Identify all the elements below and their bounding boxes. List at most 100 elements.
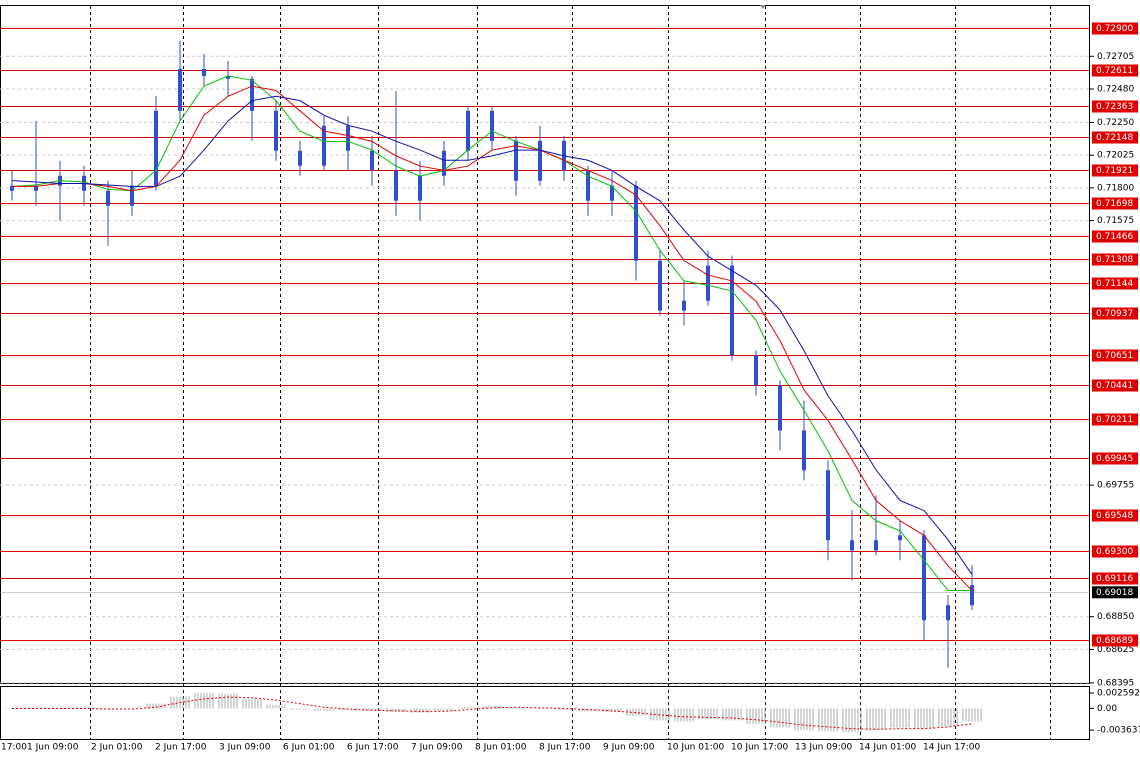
level-label: 0.68689 (1096, 636, 1133, 646)
shift-marker (760, 5, 766, 9)
level-label: 0.69300 (1096, 547, 1133, 557)
indicator-panel-frame (0, 686, 1090, 740)
candle-body (778, 385, 782, 431)
candle-body (850, 540, 854, 551)
x-tick-label: 2 Jun 17:00 (155, 743, 207, 753)
level-label: 0.70441 (1096, 381, 1133, 391)
x-tick-label: 9 Jun 09:00 (603, 743, 655, 753)
y-tick-label: 0.72705 (1097, 52, 1134, 62)
y-tick-label: 0.68625 (1097, 645, 1134, 655)
candle-body (34, 185, 38, 191)
y-tick-label: 0.00 (1097, 704, 1117, 714)
candle-body (802, 430, 806, 471)
level-label: 0.70651 (1096, 351, 1133, 361)
level-label: 0.72611 (1096, 66, 1133, 76)
candle-body (154, 110, 158, 186)
candle-body (922, 535, 926, 621)
x-tick-label: 14 Jun 17:00 (923, 743, 980, 753)
candle-body (586, 170, 590, 201)
x-tick-label: 13 Jun 09:00 (795, 743, 852, 753)
level-tag (1092, 164, 1138, 177)
moving-average (11, 75, 972, 592)
candle-body (250, 78, 254, 111)
candle-body (514, 140, 518, 181)
candle-body (706, 265, 710, 301)
level-label: 0.70937 (1096, 309, 1133, 319)
x-tick-label: 1 Jun 09:00 (27, 743, 79, 753)
candle-body (538, 140, 542, 181)
level-label: 0.71308 (1096, 255, 1133, 265)
level-label: 0.69945 (1096, 454, 1133, 464)
candle-body (442, 150, 446, 176)
candle-body (826, 470, 830, 541)
level-tag (1092, 131, 1138, 144)
candle-body (874, 540, 878, 551)
candle-body (634, 185, 638, 261)
y-tick-label: 0.72480 (1097, 85, 1134, 95)
candle-body (130, 185, 134, 206)
y-tick-label: 0.71800 (1097, 183, 1134, 193)
level-tag (1092, 100, 1138, 113)
level-tag (1092, 64, 1138, 77)
level-tag (1092, 452, 1138, 465)
level-label: 0.71144 (1096, 279, 1133, 289)
candle-body (370, 150, 374, 171)
y-tick-label: 0.68395 (1097, 678, 1134, 688)
candle-body (898, 535, 902, 541)
level-tag (1092, 277, 1138, 290)
last-price-label: 0.69018 (1096, 588, 1133, 598)
candle-body (178, 68, 182, 111)
x-tick-label: 10 Jun 01:00 (667, 743, 724, 753)
y-tick-label: 0.69755 (1097, 481, 1134, 491)
level-label: 0.69548 (1096, 511, 1133, 521)
y-tick-label: 0.72250 (1097, 118, 1134, 128)
signal-line (12, 696, 973, 730)
main-panel-frame (0, 5, 1090, 684)
level-label: 0.71698 (1096, 199, 1133, 209)
level-label: 0.71466 (1096, 232, 1133, 242)
x-tick-label: 10 Jun 17:00 (731, 743, 788, 753)
candle-body (610, 185, 614, 201)
x-tick-label: 8 Jun 01:00 (475, 743, 527, 753)
level-tag (1092, 307, 1138, 320)
level-tag (1092, 413, 1138, 426)
level-tag (1092, 379, 1138, 392)
level-label: 0.72363 (1096, 102, 1133, 112)
level-tag (1092, 509, 1138, 522)
candle-body (322, 125, 326, 166)
moving-average (12, 85, 973, 591)
candle-body (730, 265, 734, 356)
candle-body (946, 605, 950, 621)
candle-body (226, 75, 230, 79)
y-tick-label: 0.72025 (1097, 151, 1134, 161)
level-tag (1092, 545, 1138, 558)
x-tick-label: 7 Jun 09:00 (411, 743, 463, 753)
candle-body (490, 110, 494, 141)
level-tag (1092, 22, 1138, 35)
last-price-tag (1092, 586, 1138, 599)
level-label: 0.71921 (1096, 166, 1133, 176)
y-tick-label: 0.002592 (1097, 689, 1140, 699)
candle-body (658, 260, 662, 311)
level-label: 0.72900 (1096, 24, 1133, 34)
level-tag (1092, 634, 1138, 647)
level-label: 0.69116 (1096, 574, 1133, 584)
candle-body (418, 175, 422, 201)
level-label: 0.70211 (1096, 415, 1133, 425)
x-tick-label: 6 Jun 01:00 (283, 743, 335, 753)
candle-body (202, 68, 206, 76)
level-tag (1092, 230, 1138, 243)
candle-body (346, 125, 350, 151)
y-tick-label: 0.68850 (1097, 612, 1134, 622)
x-tick-label: 3 Jun 09:00 (219, 743, 271, 753)
candle-body (970, 585, 974, 606)
x-tick-label: 8 Jun 17:00 (539, 743, 591, 753)
candle-body (274, 110, 278, 151)
candle-body (10, 185, 14, 191)
level-tag (1092, 349, 1138, 362)
x-tick-label: 6 Jun 17:00 (347, 743, 399, 753)
level-label: 0.72148 (1096, 133, 1133, 143)
x-tick-label: 14 Jun 01:00 (859, 743, 916, 753)
